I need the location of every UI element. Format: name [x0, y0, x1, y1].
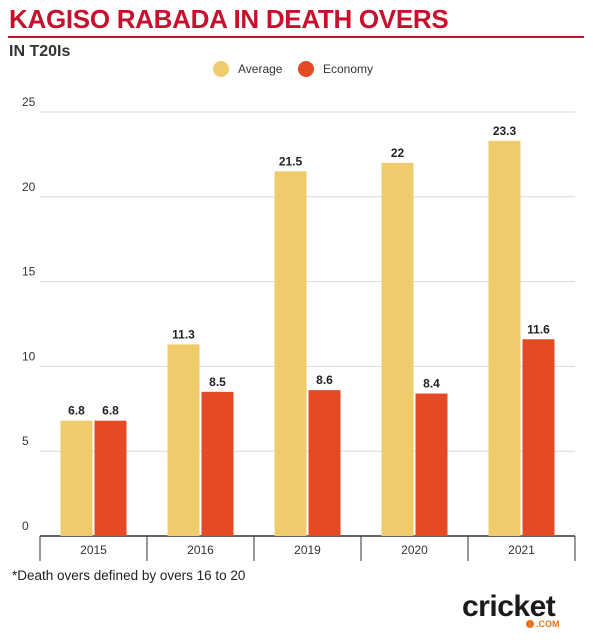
legend-swatch-economy: [298, 61, 314, 77]
y-tick-label: 25: [22, 95, 36, 109]
x-tick-label: 2016: [187, 543, 214, 557]
data-label-average: 23.3: [493, 124, 517, 138]
bar-economy-2015: [94, 420, 127, 536]
legend-item-economy: Economy: [298, 61, 373, 77]
chart-title: KAGISO RABADA IN DEATH OVERS: [9, 4, 449, 34]
chart-subtitle: IN T20Is: [9, 43, 71, 60]
bar-average-2015: [60, 420, 93, 536]
y-tick-label: 10: [22, 349, 36, 363]
footnote: *Death overs defined by overs 16 to 20: [12, 568, 246, 583]
title-divider: [8, 36, 584, 38]
legend-item-average: Average: [213, 61, 282, 77]
x-tick-label: 2021: [508, 543, 535, 557]
bar-economy-2020: [415, 393, 448, 536]
data-label-economy: 8.4: [423, 377, 440, 391]
legend-label-average: Average: [238, 62, 283, 76]
bar-economy-2019: [308, 390, 341, 536]
cricket-com-logo: cricket .COM: [462, 590, 582, 634]
bar-average-2019: [274, 171, 307, 537]
data-label-average: 6.8: [68, 404, 85, 418]
y-tick-label: 0: [22, 519, 29, 533]
data-label-average: 11.3: [172, 327, 195, 341]
data-label-average: 22: [391, 146, 405, 160]
bar-economy-2021: [522, 339, 555, 536]
logo-wordmark: cricket: [462, 590, 556, 623]
legend-swatch-average: [213, 61, 229, 77]
x-tick-label: 2019: [294, 543, 321, 557]
legend: Average Economy: [0, 61, 600, 81]
logo-ball-icon: [526, 620, 534, 628]
data-label-economy: 6.8: [102, 404, 119, 418]
y-tick-label: 15: [22, 265, 36, 279]
data-label-economy: 11.6: [527, 322, 550, 336]
y-tick-label: 20: [22, 180, 36, 194]
data-label-average: 21.5: [279, 154, 303, 168]
bar-average-2021: [488, 140, 521, 536]
bar-economy-2016: [201, 391, 234, 536]
bar-average-2020: [381, 162, 414, 536]
x-tick-label: 2015: [80, 543, 107, 557]
data-label-economy: 8.5: [209, 375, 226, 389]
y-tick-label: 5: [22, 434, 29, 448]
logo-suffix: .COM: [536, 619, 560, 629]
x-tick-label: 2020: [401, 543, 428, 557]
data-label-economy: 8.6: [316, 373, 333, 387]
legend-label-economy: Economy: [323, 62, 374, 76]
bar-average-2016: [167, 344, 200, 536]
